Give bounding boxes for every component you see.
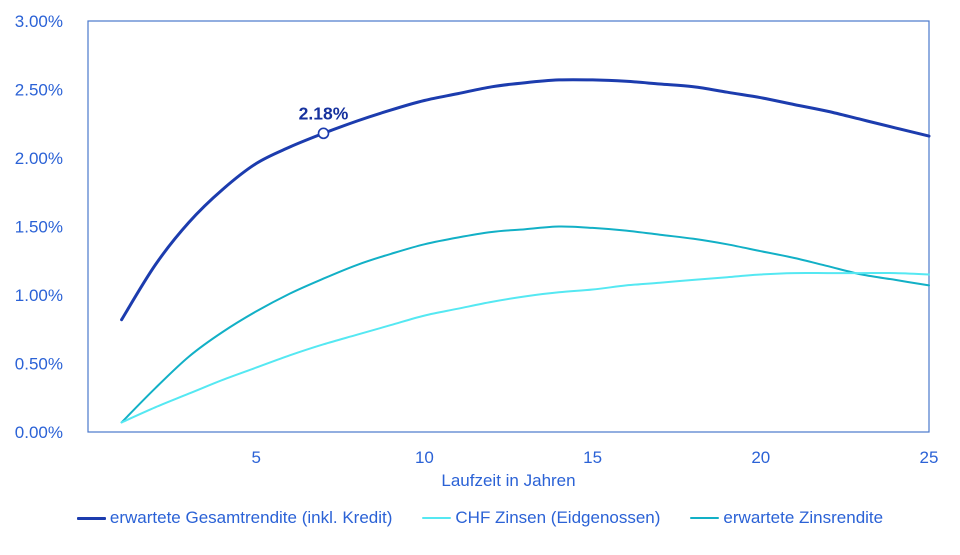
annotation-marker (317, 127, 330, 140)
chart-legend: erwartete Gesamtrendite (inkl. Kredit) C… (0, 508, 960, 528)
y-tick-label: 1.50% (15, 218, 63, 237)
series-line-chf-zinsen-eidgenossen (120, 272, 930, 424)
legend-item-chf-zinsen: CHF Zinsen (Eidgenossen) (422, 508, 660, 528)
x-tick-label: 25 (920, 448, 939, 467)
legend-label-zinsrendite: erwartete Zinsrendite (723, 508, 884, 527)
annotation-label: 2.18% (299, 103, 349, 123)
legend-label-chf-zinsen: CHF Zinsen (Eidgenossen) (455, 508, 661, 527)
x-axis-title: Laufzeit in Jahren (441, 471, 576, 490)
x-tick-label: 5 (251, 448, 260, 467)
series-line-erwartete-zinsrendite (120, 225, 930, 424)
y-tick-label: 2.00% (15, 149, 63, 168)
legend-item-zinsrendite: erwartete Zinsrendite (690, 508, 883, 528)
legend-item-gesamtrendite: erwartete Gesamtrendite (inkl. Kredit) (76, 508, 393, 528)
series-line-erwartete-gesamtrendite-inkl-kredit (120, 78, 931, 322)
x-tick-label: 15 (583, 448, 602, 467)
x-tick-label: 10 (415, 448, 434, 467)
y-tick-label: 2.50% (15, 81, 63, 100)
legend-line-swatch-gesamtrendite (76, 516, 106, 520)
y-tick-label: 1.00% (15, 286, 63, 305)
legend-line-swatch-zinsrendite (690, 517, 720, 519)
x-tick-label: 20 (751, 448, 770, 467)
y-tick-label: 0.00% (15, 423, 63, 442)
line-chart: 0.00% 0.50% 1.00% 1.50% 2.00% 2.50% 3.00% 5 10 15… (15, 12, 939, 467)
legend-label-gesamtrendite: erwartete Gesamtrendite (inkl. Kredit) (109, 508, 393, 527)
y-tick-label: 0.50% (15, 355, 63, 374)
y-tick-label: 3.00% (15, 12, 63, 31)
legend-line-swatch-chf-zinsen (422, 517, 452, 519)
plot-border (87, 20, 930, 433)
